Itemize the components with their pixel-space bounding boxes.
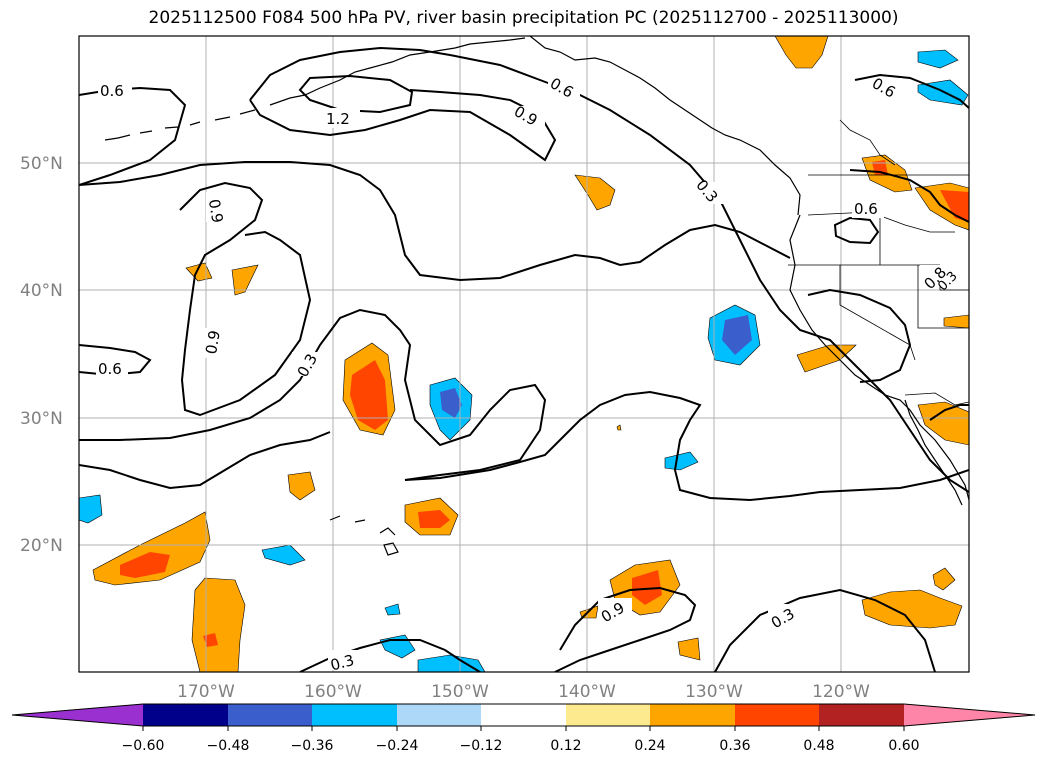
colorbar-tick-label: −0.60 [122, 738, 165, 754]
precip-area [287, 471, 316, 501]
pv-contour [179, 181, 312, 417]
colorbar-bin [566, 704, 650, 726]
precip-area [774, 36, 829, 69]
lon-label: 120°W [812, 682, 870, 702]
lon-label: 170°W [177, 682, 235, 702]
lon-label: 160°W [304, 682, 362, 702]
colorbar-bin [143, 704, 228, 726]
pv-contour [79, 86, 187, 186]
coastline-hawaii [329, 515, 399, 556]
lon-label: 140°W [558, 682, 616, 702]
coastline-alaska [269, 36, 801, 216]
colorbar-tick-label: 0.60 [888, 738, 919, 754]
longitude-labels: 170°W 160°W 150°W 140°W 130°W 120°W [177, 682, 870, 702]
precip-core [632, 570, 662, 605]
precip-area [574, 174, 616, 211]
colorbar-bin [481, 704, 566, 726]
colorbar-bin [312, 704, 397, 726]
latitude-labels: 50°N 40°N 30°N 20°N [20, 154, 63, 556]
colorbar-bin [650, 704, 735, 726]
map-area: 0.6 1.2 0.9 0.6 0.6 0.9 0.9 0.3 0.6 0.8 … [79, 36, 969, 675]
precip-neg-area [417, 654, 486, 672]
border-states [788, 211, 969, 361]
lon-label: 130°W [685, 682, 743, 702]
precip-core [418, 510, 450, 528]
colorbar-bin [735, 704, 819, 726]
precip-core [350, 360, 388, 430]
colorbar-tick-label: −0.48 [207, 738, 250, 754]
colorbar-bin [397, 704, 481, 726]
coastline-west-us [789, 214, 969, 501]
colorbar-bin [228, 704, 312, 726]
precip-area [917, 401, 969, 446]
colorbar-extend-min [12, 704, 143, 726]
precip-area [191, 577, 246, 672]
colorbar-tick-label: −0.24 [376, 738, 419, 754]
precip-area [616, 424, 622, 431]
pv-contour [833, 216, 880, 245]
precip-core [203, 633, 218, 647]
precip-area [861, 589, 963, 629]
precip-neg-area [384, 603, 401, 616]
coastline-baja [904, 399, 963, 506]
pv-contour [854, 73, 969, 109]
precip-neg-area [379, 634, 416, 659]
contour-label: 0.6 [98, 360, 122, 378]
pv-contour [79, 431, 331, 490]
pv-contour [714, 588, 936, 672]
precip-area [677, 637, 701, 661]
precip-neg-core [722, 315, 752, 355]
colorbar-tick-label: −0.12 [460, 738, 503, 754]
precip-neg-area [261, 544, 306, 566]
precip-area [231, 264, 259, 296]
lat-label: 40°N [20, 281, 63, 301]
lat-label: 50°N [20, 154, 63, 174]
coastline-aleutians [104, 109, 256, 141]
lon-label: 150°W [431, 682, 489, 702]
pv-contour [929, 404, 969, 421]
colorbar-bin [819, 704, 904, 726]
precip-area [943, 314, 969, 329]
pv-contour [404, 390, 969, 502]
map-title: 2025112500 F084 500 hPa PV, river basin … [148, 8, 899, 28]
precip-strong-negative-areas [440, 315, 752, 418]
border-alaska-canada [839, 119, 896, 166]
colorbar-extend-max [904, 704, 1035, 726]
precip-neg-area [79, 494, 103, 524]
precip-neg-core [440, 388, 462, 418]
colorbar-tick-label: −0.36 [291, 738, 334, 754]
colorbar-tick-label: 0.12 [550, 738, 581, 754]
colorbar-tick-label: 0.48 [803, 738, 834, 754]
precip-neg-area [664, 451, 699, 471]
contour-labels: 0.6 1.2 0.9 0.6 0.6 0.9 0.9 0.3 0.6 0.8 … [96, 74, 961, 675]
pv-contour [807, 288, 912, 383]
map-frame [78, 35, 970, 673]
precip-core [120, 552, 170, 578]
graticule [79, 36, 969, 672]
coastlines [104, 36, 969, 556]
contour-label: 0.9 [202, 329, 224, 356]
pv-contour [79, 161, 791, 282]
contour-label: 0.9 [205, 198, 227, 225]
pv-contour [849, 169, 969, 223]
pv-contour [298, 74, 414, 114]
contour-label: 0.6 [100, 82, 124, 100]
pv-contour [249, 89, 557, 162]
lat-label: 30°N [20, 409, 63, 429]
colorbar-tick-label: 0.36 [719, 738, 750, 754]
contour-label: 0.6 [854, 200, 878, 218]
contour-label: 1.2 [326, 110, 350, 128]
precip-neg-area [917, 49, 959, 69]
precip-core [940, 190, 969, 222]
border-us-mexico [904, 392, 969, 406]
colorbar-tick-label: 0.24 [634, 738, 665, 754]
pv-contour [79, 308, 547, 481]
contour-label: 0.3 [328, 651, 356, 675]
precip-strong-positive-areas [120, 160, 969, 647]
precip-positive-areas [92, 36, 969, 672]
precip-area [932, 567, 956, 591]
lat-label: 20°N [20, 536, 63, 556]
colorbar: −0.60 −0.48 −0.36 −0.24 −0.12 0.12 0.24 … [11, 703, 1036, 754]
